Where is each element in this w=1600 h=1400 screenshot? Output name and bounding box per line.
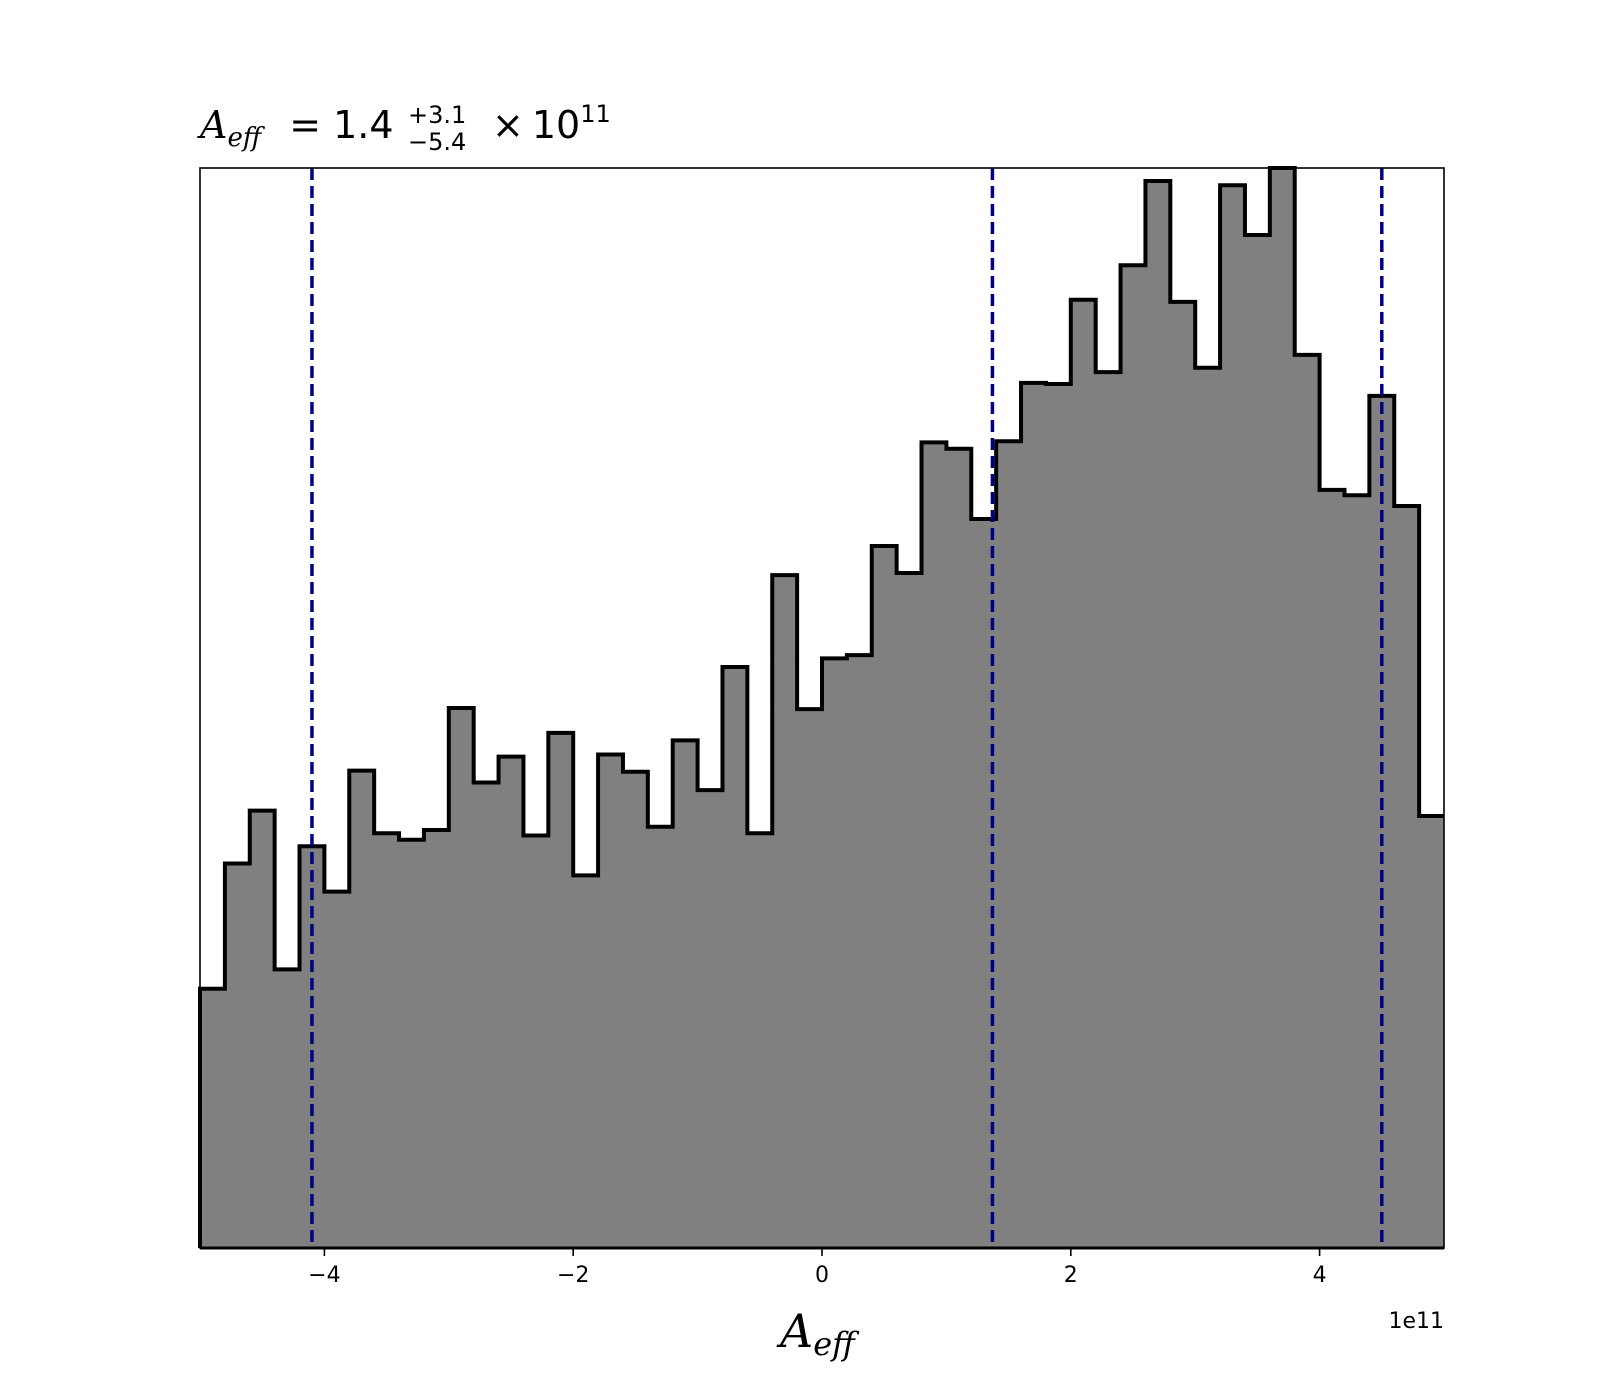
title-exponent-part: × 1011: [492, 100, 611, 147]
x-axis-label: Aeff: [776, 1304, 860, 1363]
x-offset-label: 1e11: [1388, 1309, 1444, 1334]
quantile-lines: [310, 168, 1384, 1248]
histogram-outline: [198, 166, 1444, 1248]
x-tick-label: −2: [557, 1263, 589, 1288]
chart-title: Aeff = 1.4: [197, 103, 394, 153]
x-axis-ticks: −4 −2 0 2 4: [308, 1248, 1327, 1288]
x-tick-label: 0: [815, 1263, 829, 1288]
plot-area: [198, 166, 1445, 1250]
title-minus-error: −5.4: [408, 128, 466, 156]
title-plus-error: +3.1: [408, 101, 466, 129]
x-tick-label: 2: [1064, 1263, 1078, 1288]
x-tick-label: −4: [308, 1263, 340, 1288]
x-tick-label: 4: [1313, 1263, 1327, 1288]
